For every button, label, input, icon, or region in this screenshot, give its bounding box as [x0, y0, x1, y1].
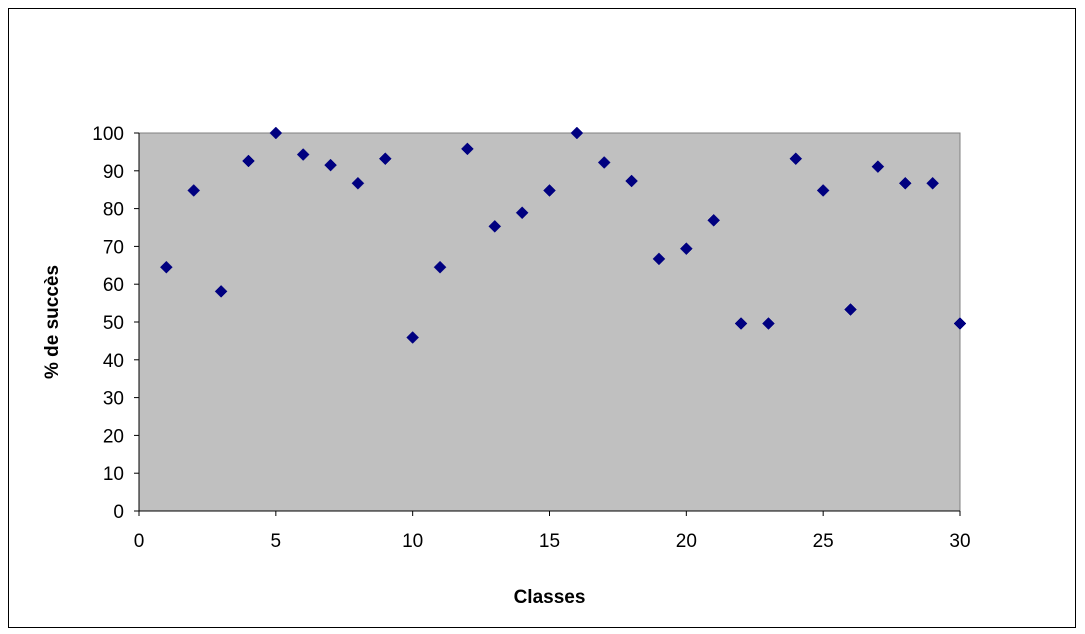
y-axis-title: % de succès: [42, 265, 63, 379]
x-tick-label: 20: [676, 531, 697, 552]
y-tick-label: 90: [103, 162, 124, 183]
data-point: [488, 220, 502, 233]
data-point: [597, 156, 611, 169]
data-point: [378, 152, 392, 166]
x-axis: 0 5 10 15 20 25 30: [134, 510, 971, 552]
y-tick-label: 40: [103, 351, 124, 372]
data-point: [789, 152, 803, 166]
y-tick-label: 10: [103, 464, 124, 485]
data-point: [242, 154, 255, 168]
data-point: [406, 331, 420, 344]
data-point: [160, 260, 173, 274]
x-tick-label: 5: [271, 531, 282, 552]
data-point: [214, 285, 228, 298]
data-point: [734, 317, 748, 330]
x-tick-label: 15: [539, 531, 560, 552]
data-point: [570, 126, 584, 140]
data-point: [707, 213, 721, 227]
data-point: [351, 176, 365, 190]
data-point: [816, 184, 830, 197]
y-tick-label: 0: [113, 502, 124, 523]
y-tick-label: 70: [103, 237, 124, 258]
data-point: [898, 176, 912, 190]
y-tick-label: 30: [103, 389, 124, 410]
data-point: [269, 126, 283, 140]
data-point: [461, 142, 474, 156]
y-tick-label: 100: [92, 124, 124, 145]
data-point: [926, 176, 939, 190]
data-point: [324, 158, 337, 172]
data-point: [296, 148, 310, 161]
x-tick-label: 0: [134, 531, 145, 552]
data-point: [433, 260, 447, 274]
data-point: [871, 160, 885, 173]
x-tick-label: 30: [949, 531, 970, 552]
data-point: [679, 242, 693, 256]
data-point: [652, 252, 666, 266]
data-point: [844, 303, 857, 316]
y-tick-label: 50: [103, 313, 124, 334]
data-point: [515, 206, 529, 220]
data-point: [953, 317, 967, 330]
data-point: [625, 174, 638, 188]
x-tick-label: 25: [813, 531, 834, 552]
data-point: [187, 184, 201, 197]
data-points: [160, 126, 967, 344]
x-axis-title: Classes: [514, 587, 586, 608]
data-point: [762, 317, 775, 330]
x-tick-label: 10: [402, 531, 423, 552]
data-point: [543, 184, 556, 197]
y-tick-label: 20: [103, 426, 124, 447]
y-tick-label: 80: [103, 200, 124, 221]
y-axis: 0 10 20 30 40 50 60 70 80 90 100: [92, 124, 140, 523]
y-tick-label: 60: [103, 275, 124, 296]
